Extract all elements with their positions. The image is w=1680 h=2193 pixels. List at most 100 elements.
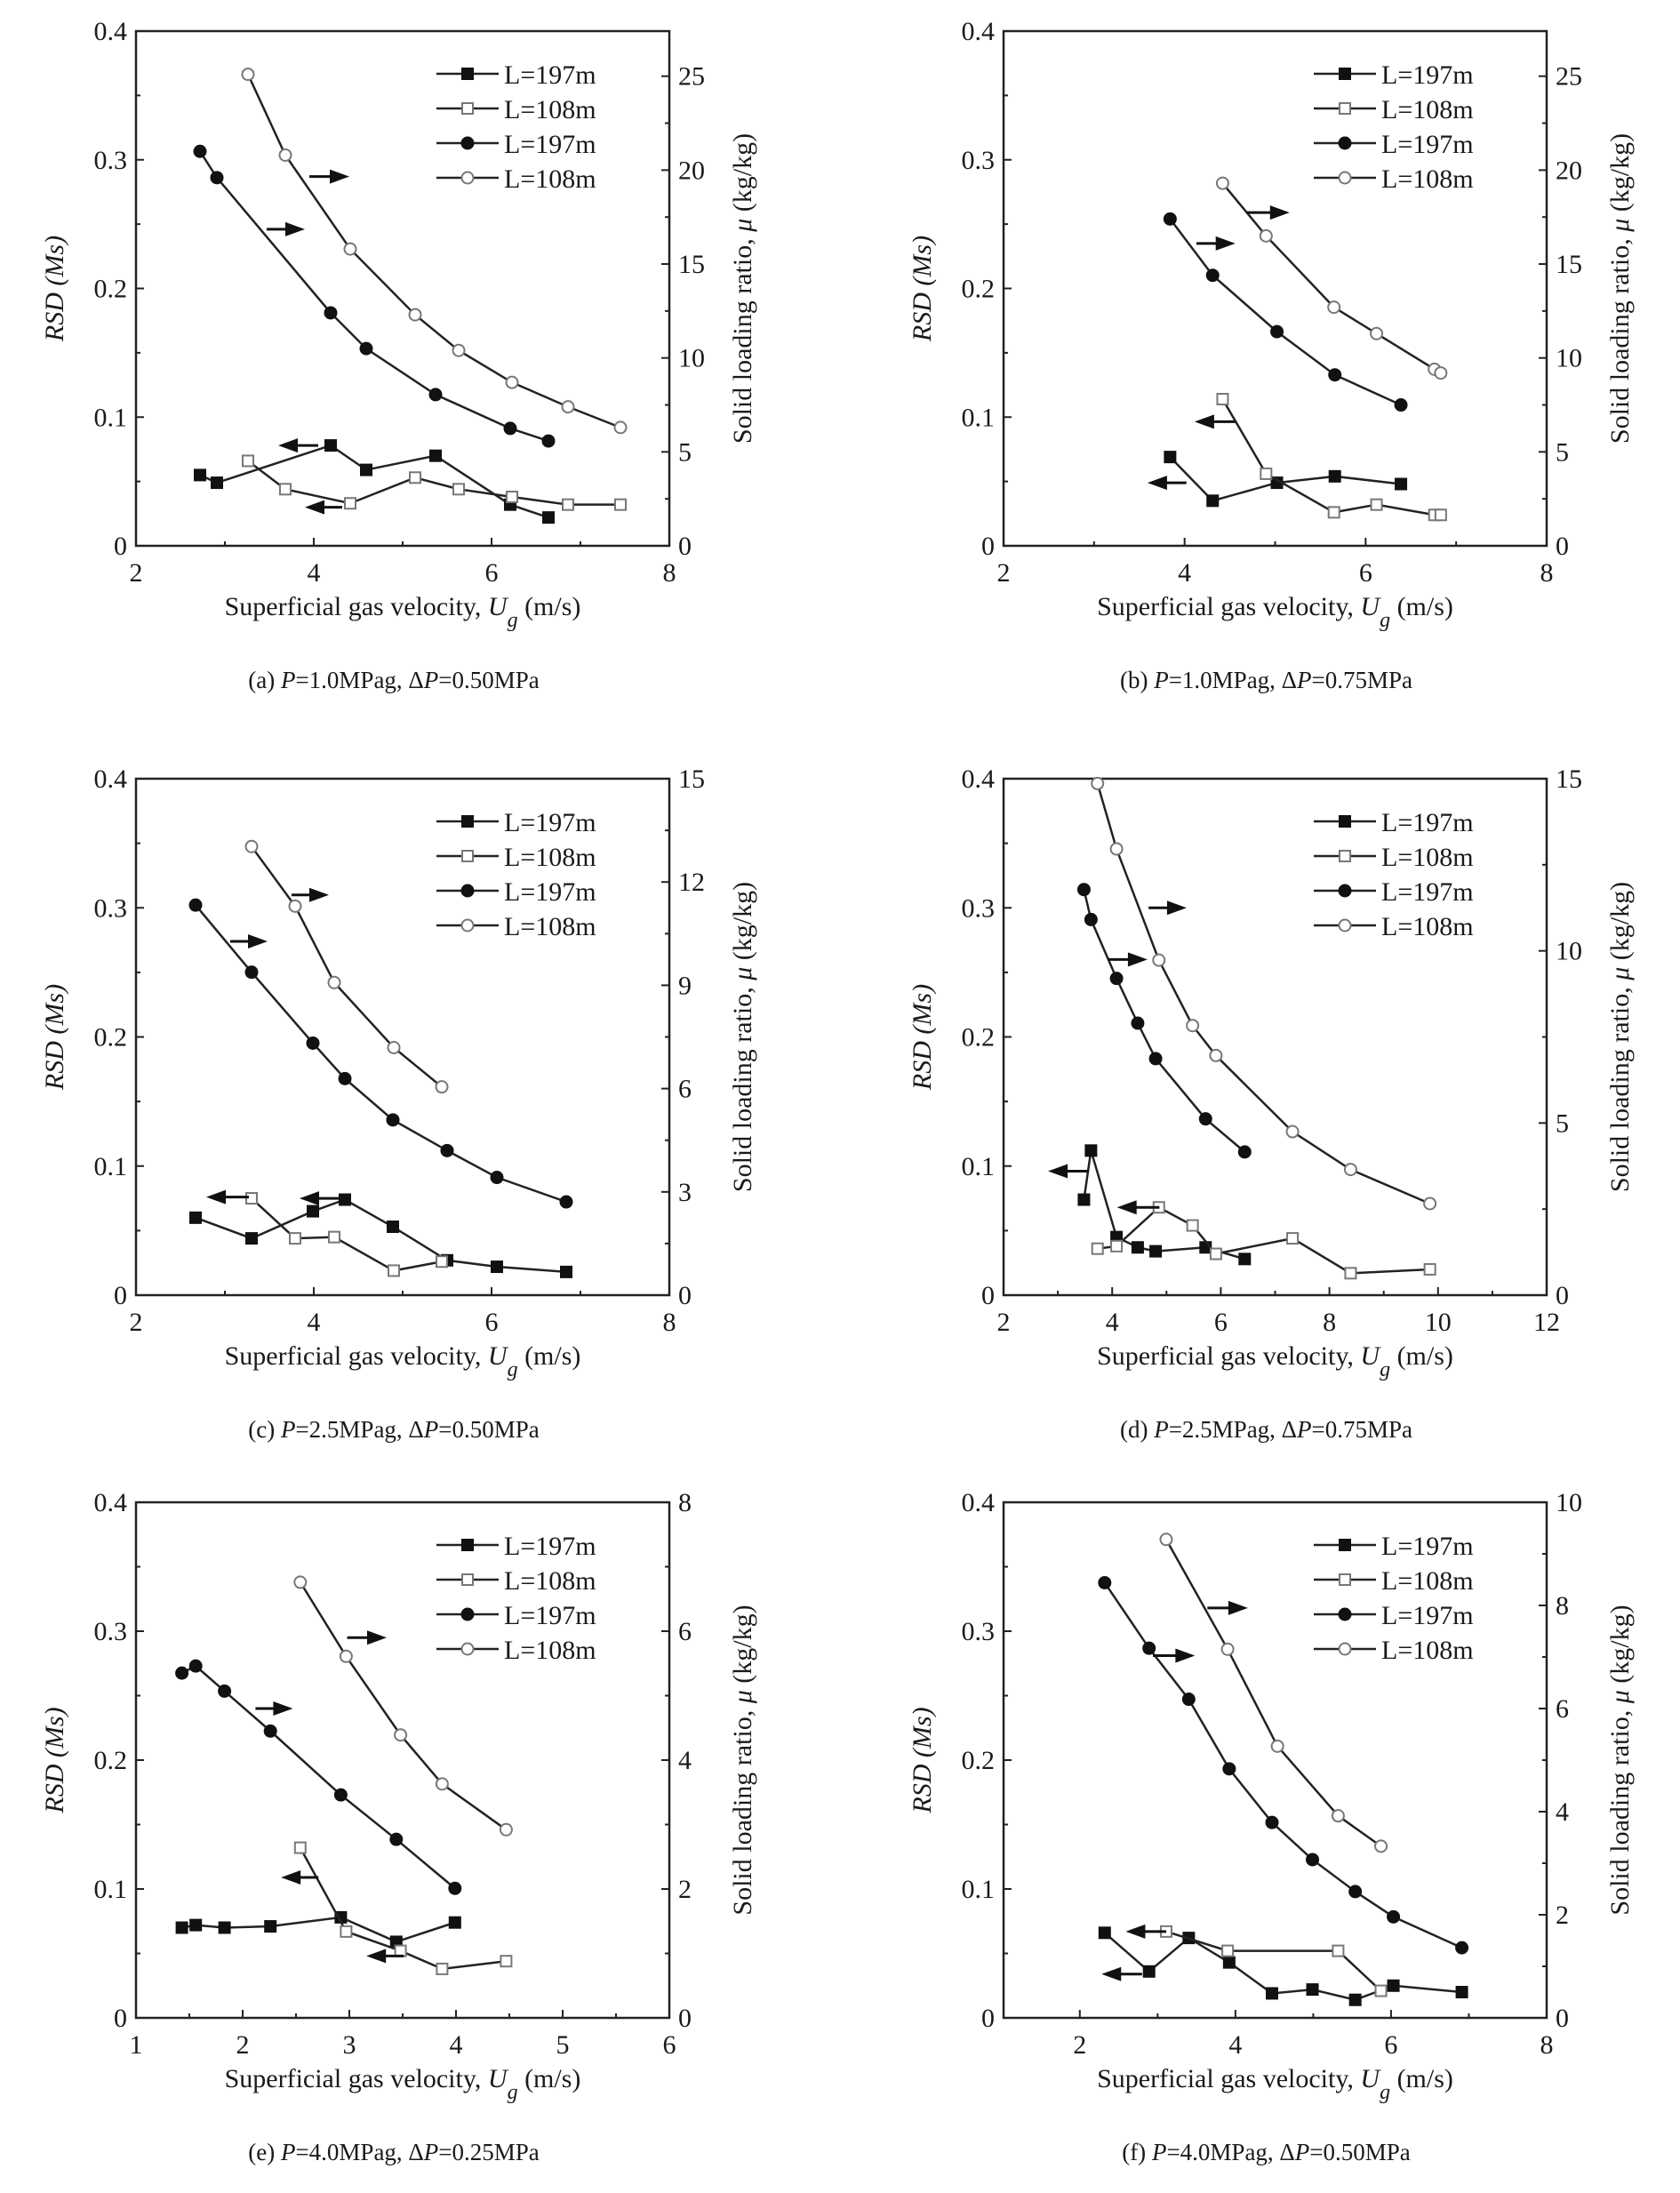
arrow-head [248, 934, 268, 949]
data-point [340, 1925, 353, 1938]
y-tick-label: 0.1 [962, 1875, 996, 1904]
y-tick-label: 0.3 [962, 146, 996, 175]
y2-tick-label: 15 [1556, 764, 1582, 794]
series-square-filled [175, 1910, 461, 1949]
data-point [1285, 1125, 1300, 1139]
data-point [386, 1113, 400, 1127]
legend-label: L=197m [1381, 808, 1474, 837]
y-axis-label: RSD (Ms) [908, 236, 937, 342]
y-tick-label: 0 [981, 2004, 995, 2033]
data-point [460, 1607, 475, 1621]
data-point [452, 343, 466, 357]
data-point [460, 884, 475, 898]
legend-item: L=197m [436, 808, 596, 837]
data-point [359, 341, 373, 356]
data-point [1270, 1739, 1284, 1753]
legend-item: L=197m [1314, 60, 1474, 90]
legend-label: L=108m [504, 164, 596, 194]
y2-tick-label: 15 [678, 764, 705, 794]
arrow-head [1166, 900, 1187, 916]
y-tick-label: 0.2 [94, 1023, 128, 1052]
legend: L=197m L=108m L=197m L=108m [436, 808, 596, 941]
series-line [198, 150, 549, 443]
arrow-left-icon [1147, 476, 1187, 491]
y2-axis-label: Solid loading ratio, μ (kg/kg) [728, 133, 757, 444]
series-circle-open [293, 1575, 513, 1837]
series-circle-filled [175, 1659, 462, 1895]
series-line [1083, 889, 1246, 1153]
data-point [1209, 1247, 1222, 1261]
arrow-head [367, 1630, 387, 1645]
legend-item: L=108m [436, 95, 596, 124]
y2-tick-label: 20 [1556, 156, 1582, 185]
x-tick-label: 8 [1323, 1308, 1336, 1337]
y-tick-label: 0.2 [94, 1746, 128, 1775]
data-point [1327, 506, 1340, 519]
data-point [1098, 1575, 1112, 1589]
data-point [1348, 1885, 1363, 1899]
legend-item: L=108m [436, 164, 596, 194]
data-point [293, 1575, 308, 1589]
data-point [338, 1071, 352, 1085]
series-line [1221, 398, 1441, 516]
x-tick-label: 8 [1540, 2030, 1554, 2060]
data-point [503, 421, 517, 436]
y-tick-label: 0.2 [962, 1746, 996, 1775]
arrow-left-icon [1048, 1164, 1089, 1179]
data-point [333, 1788, 348, 1802]
data-point [491, 1261, 503, 1274]
subplot-caption: (d) P=2.5MPag, ΔP=0.75MPa [1120, 1416, 1412, 1443]
data-point [435, 1080, 449, 1094]
x-tick-label: 3 [343, 2030, 356, 2060]
y2-axis-label: Solid loading ratio, μ (kg/kg) [1605, 133, 1635, 444]
data-point [387, 1041, 401, 1055]
data-point [387, 1221, 399, 1234]
data-point [1216, 392, 1229, 405]
y-tick-label: 0 [114, 532, 127, 561]
data-point [288, 899, 302, 913]
y2-tick-label: 6 [678, 1075, 692, 1104]
x-tick-label: 4 [450, 2030, 463, 2060]
data-point [263, 1724, 277, 1738]
y-tick-label: 0.1 [962, 1152, 996, 1181]
data-point [1209, 1048, 1223, 1062]
series-line [246, 74, 621, 429]
x-tick-label: 6 [663, 2030, 676, 2060]
y2-tick-label: 4 [1556, 1797, 1569, 1827]
y-tick-label: 0.4 [962, 17, 996, 46]
data-point [1206, 494, 1220, 508]
data-point [1370, 498, 1383, 511]
data-point [339, 1649, 353, 1663]
y-tick-label: 0.4 [962, 1488, 996, 1517]
data-point [1091, 1242, 1104, 1255]
data-point [245, 1232, 258, 1245]
data-point [1221, 1944, 1235, 1957]
data-point [1423, 1197, 1437, 1211]
x-tick-label: 2 [997, 1308, 1011, 1337]
data-point [289, 1232, 301, 1245]
y-tick-label: 0.2 [94, 275, 128, 304]
data-point [1265, 1815, 1279, 1829]
data-point [1338, 171, 1352, 185]
series-line [181, 1664, 456, 1890]
legend-item: L=197m [436, 60, 596, 90]
legend-item: L=108m [436, 1636, 596, 1665]
series-circle-open [1215, 176, 1448, 380]
y2-tick-label: 0 [1556, 2004, 1569, 2033]
legend-item: L=197m [1314, 808, 1474, 837]
x-tick-label: 4 [1178, 558, 1191, 588]
x-tick-label: 6 [485, 558, 499, 588]
data-point [461, 68, 474, 80]
data-point [613, 420, 628, 435]
data-point [1434, 366, 1448, 380]
legend: L=197m L=108m L=197m L=108m [436, 60, 596, 194]
y2-tick-label: 12 [678, 868, 705, 897]
arrow-left-icon [278, 438, 318, 453]
y2-tick-label: 3 [678, 1178, 692, 1207]
data-point [1331, 1809, 1345, 1823]
x-tick-label: 1 [130, 2030, 143, 2060]
